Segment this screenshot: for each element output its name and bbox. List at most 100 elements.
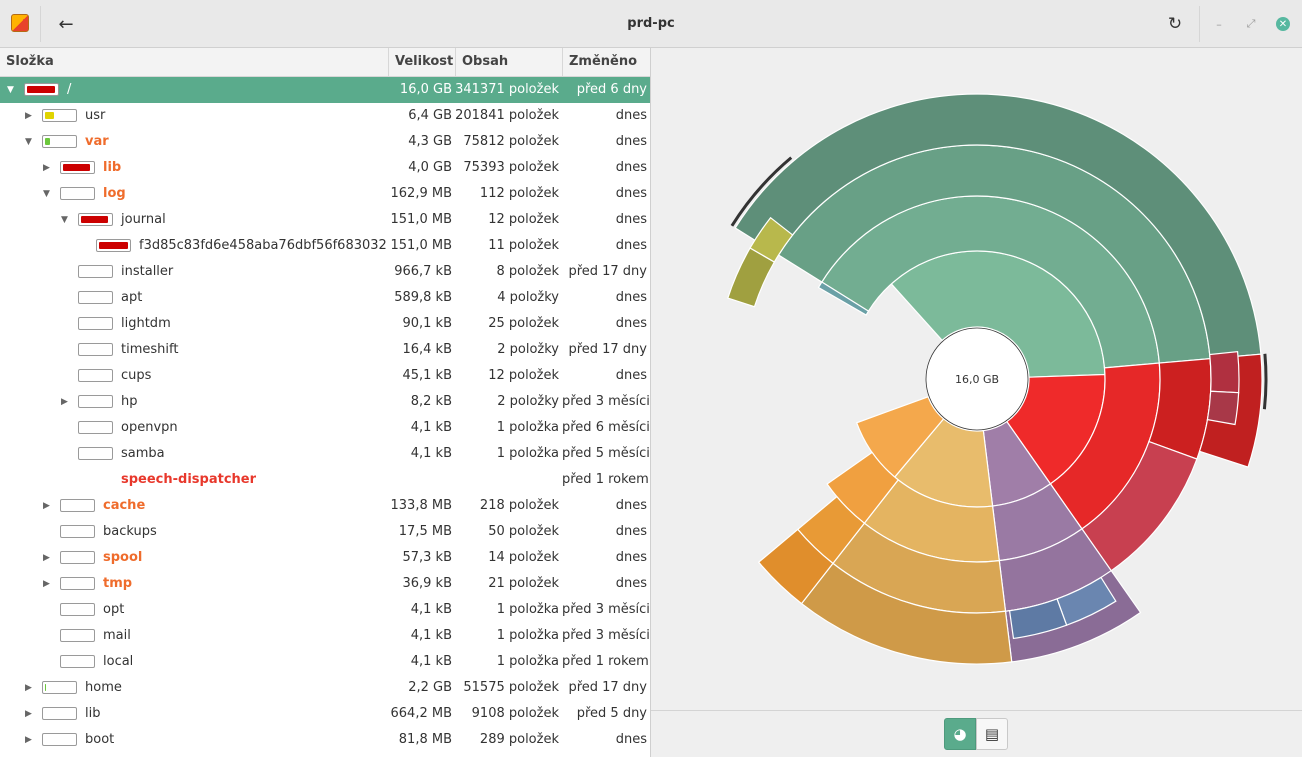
usage-bar — [42, 109, 77, 122]
folder-size: 17,5 MB — [398, 524, 452, 539]
close-button[interactable]: ✕ — [1276, 17, 1290, 31]
folder-size: 16,0 GB — [399, 82, 452, 97]
tree-row[interactable]: ▶ lib 4,0 GB 75393 položek dnes — [0, 155, 650, 181]
tree-row[interactable]: local 4,1 kB 1 položka před 1 rokem — [0, 649, 650, 675]
expander-closed-icon[interactable]: ▶ — [25, 709, 32, 719]
tree-row[interactable]: ▶ spool 57,3 kB 14 položek dnes — [0, 545, 650, 571]
tree-row[interactable]: ▶ hp 8,2 kB 2 položky před 3 měsíci — [0, 389, 650, 415]
folder-contents: 75812 položek — [463, 134, 559, 149]
sunburst-segment[interactable] — [817, 281, 870, 316]
refresh-button[interactable]: ↻ — [1163, 12, 1187, 36]
expander-closed-icon[interactable]: ▶ — [61, 397, 68, 407]
folder-size — [380, 467, 452, 493]
folder-modified: dnes — [615, 576, 647, 591]
column-folder[interactable]: Složka — [0, 48, 389, 76]
expander-closed-icon[interactable]: ▶ — [25, 683, 32, 693]
usage-bar — [60, 655, 95, 668]
column-size[interactable]: Velikost — [389, 48, 456, 76]
tree-row[interactable]: ▶ tmp 36,9 kB 21 položek dnes — [0, 571, 650, 597]
sunburst-chart[interactable]: 16,0 GB — [651, 48, 1302, 710]
expander-closed-icon[interactable]: ▶ — [25, 111, 32, 121]
usage-bar — [78, 265, 113, 278]
expander-closed-icon[interactable]: ▶ — [43, 579, 50, 589]
folder-contents: 21 položek — [488, 576, 559, 591]
expander-open-icon[interactable]: ▼ — [7, 85, 14, 95]
sunburst-segment[interactable] — [1209, 350, 1240, 394]
expander-open-icon[interactable]: ▼ — [25, 137, 32, 147]
folder-size: 45,1 kB — [402, 368, 452, 383]
tree-row[interactable]: ▶ usr 6,4 GB 201841 položek dnes — [0, 103, 650, 129]
tree-row[interactable]: cups 45,1 kB 12 položek dnes — [0, 363, 650, 389]
folder-name: local — [103, 654, 134, 669]
expander-closed-icon[interactable]: ▶ — [25, 735, 32, 745]
usage-bar — [24, 83, 59, 96]
folder-name: boot — [85, 732, 115, 747]
close-icon: ✕ — [1278, 18, 1288, 30]
tree-row[interactable]: ▶ lib 664,2 MB 9108 položek před 5 dny — [0, 701, 650, 727]
expander-closed-icon[interactable]: ▶ — [43, 501, 50, 511]
tree-row[interactable]: ▼ journal 151,0 MB 12 položek dnes — [0, 207, 650, 233]
column-modified[interactable]: Změněno — [569, 54, 638, 69]
tree-row[interactable]: ▶ home 2,2 GB 51575 položek před 17 dny — [0, 675, 650, 701]
folder-contents: 218 položek — [479, 498, 559, 513]
folder-name: lib — [85, 706, 101, 721]
tree-row[interactable]: f3d85c83fd6e458aba76dbf56f683032 151,0 MB… — [0, 233, 650, 259]
folder-modified: dnes — [615, 108, 647, 123]
folder-modified: před 5 měsíci — [562, 446, 650, 461]
tree-row[interactable]: ▼ log 162,9 MB 112 položek dnes — [0, 181, 650, 207]
tree-row[interactable]: speech-dispatcher před 1 rokem — [0, 467, 650, 493]
sunburst-segment[interactable] — [734, 93, 1262, 360]
folder-modified: před 6 dny — [576, 82, 647, 97]
folder-name: home — [85, 680, 122, 695]
sunburst-segment[interactable] — [1008, 598, 1068, 640]
usage-bar — [96, 239, 131, 252]
chart-view-icon: ◕ — [953, 725, 967, 743]
folder-size: 36,9 kB — [402, 576, 452, 591]
tree-row[interactable]: timeshift 16,4 kB 2 položky před 17 dny — [0, 337, 650, 363]
folder-size: 4,0 GB — [408, 160, 452, 175]
folder-size: 133,8 MB — [390, 498, 452, 513]
column-contents[interactable]: Obsah — [456, 48, 563, 76]
sunburst-segment[interactable] — [757, 528, 834, 605]
minimize-button[interactable]: – — [1209, 14, 1229, 34]
folder-tree-panel: Složka Velikost Obsah Změněno ▼/16,0 GB 3… — [0, 48, 651, 757]
tree-row[interactable]: ▼ / 16,0 GB 341371 položek před 6 dny — [0, 77, 650, 103]
sunburst-center[interactable] — [925, 327, 1029, 431]
sunburst-segment[interactable] — [1206, 390, 1240, 426]
folder-contents: 12 položek — [488, 212, 559, 227]
sunburst-segment[interactable] — [749, 216, 794, 263]
back-button[interactable]: ← — [54, 12, 78, 36]
tree-row[interactable]: installer 966,7 kB 8 položek před 17 dny — [0, 259, 650, 285]
expander-open-icon[interactable]: ▼ — [43, 189, 50, 199]
folder-contents: 11 položek — [488, 238, 559, 253]
usage-bar — [78, 213, 113, 226]
folder-modified: dnes — [615, 498, 647, 513]
folder-size: 664,2 MB — [390, 706, 452, 721]
folder-size: 4,1 kB — [410, 602, 452, 617]
tree-row[interactable]: backups 17,5 MB 50 položek dnes — [0, 519, 650, 545]
tree-row[interactable]: ▼ var 4,3 GB 75812 položek dnes — [0, 129, 650, 155]
title-bar: ← prd-pc ↻ – ⤢ ✕ — [0, 0, 1302, 48]
chart-view-button[interactable]: ◕ — [944, 718, 976, 750]
tree-row[interactable]: openvpn 4,1 kB 1 položka před 6 měsíci — [0, 415, 650, 441]
folder-name: opt — [103, 602, 125, 617]
folder-modified: dnes — [615, 550, 647, 565]
expander-closed-icon[interactable]: ▶ — [43, 163, 50, 173]
center-size-label: 16,0 GB — [955, 373, 999, 386]
tree-row[interactable]: mail 4,1 kB 1 položka před 3 měsíci — [0, 623, 650, 649]
expander-open-icon[interactable]: ▼ — [61, 215, 68, 225]
usage-bar-fill — [63, 164, 90, 171]
tree-row[interactable]: ▶ cache 133,8 MB 218 položek dnes — [0, 493, 650, 519]
expander-closed-icon[interactable]: ▶ — [43, 553, 50, 563]
tree-row[interactable]: opt 4,1 kB 1 položka před 3 měsíci — [0, 597, 650, 623]
folder-modified: dnes — [615, 524, 647, 539]
tree-row[interactable]: lightdm 90,1 kB 25 položek dnes — [0, 311, 650, 337]
maximize-button[interactable]: ⤢ — [1241, 14, 1261, 34]
tree-row[interactable]: ▶ boot 81,8 MB 289 položek dnes — [0, 727, 650, 753]
folder-modified: dnes — [615, 732, 647, 747]
folder-contents: 75393 položek — [463, 160, 559, 175]
tree-row[interactable]: apt 589,8 kB 4 položky dnes — [0, 285, 650, 311]
tree-view-button[interactable]: ▤ — [976, 718, 1008, 750]
tree-row[interactable]: samba 4,1 kB 1 položka před 5 měsíci — [0, 441, 650, 467]
minimize-icon: – — [1216, 17, 1222, 31]
